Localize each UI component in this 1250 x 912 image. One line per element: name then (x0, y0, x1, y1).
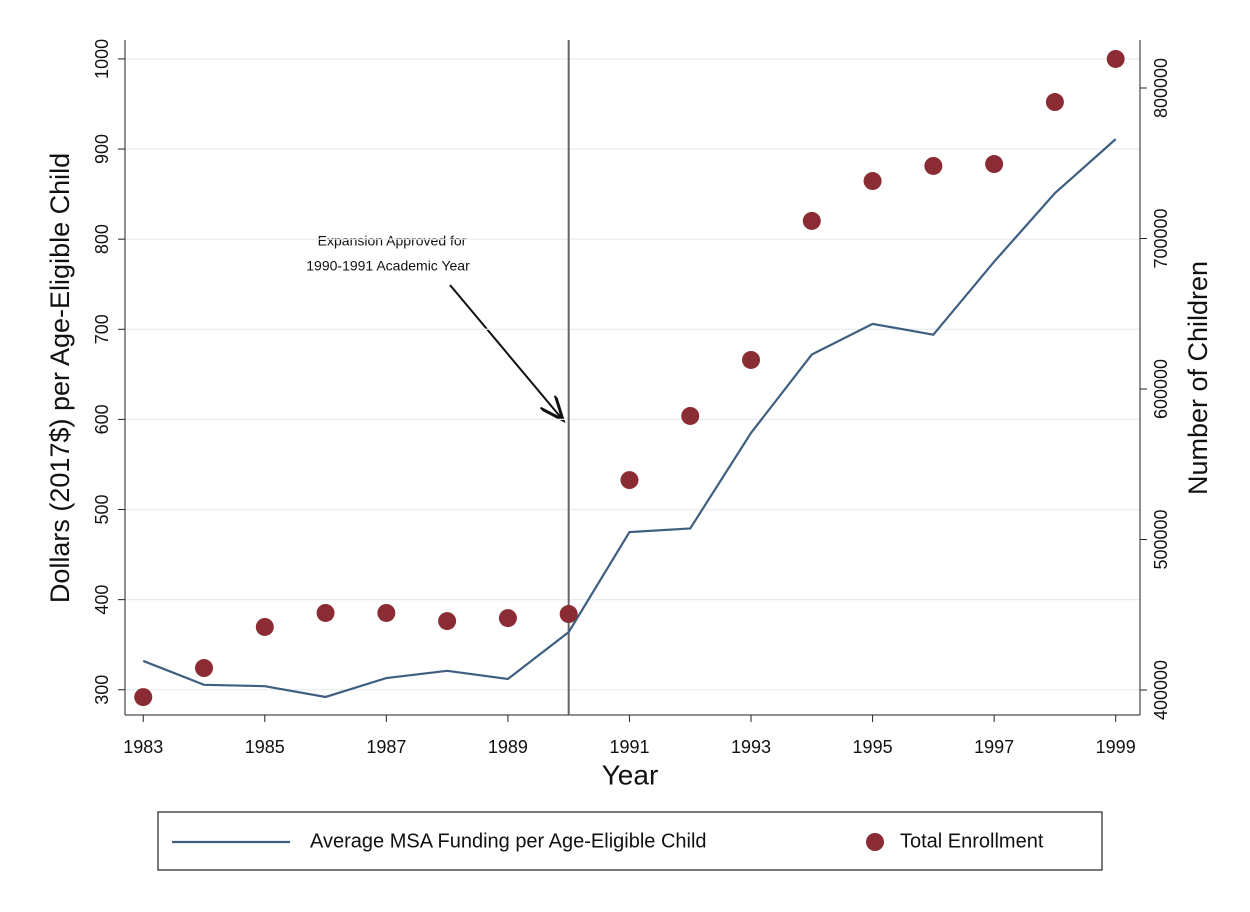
y2-axis-title: Number of Children (1183, 261, 1213, 495)
y-tick-label: 500 (92, 495, 112, 525)
dot (134, 688, 153, 707)
dot (863, 172, 882, 191)
y-tick-label: 300 (92, 675, 112, 705)
dot (1106, 49, 1125, 68)
y-axis-title: Dollars (2017$) per Age-Eligible Child (45, 153, 75, 603)
y-tick-label: 400 (92, 585, 112, 615)
annotation-arrow (449, 284, 563, 420)
y-tick-label: 800 (92, 224, 112, 254)
y2-tick-label: 600000 (1151, 359, 1171, 419)
dot (316, 603, 335, 622)
y-tick-label: 700 (92, 314, 112, 344)
x-tick-label: 1985 (245, 737, 285, 757)
dot (742, 350, 761, 369)
dot (620, 471, 639, 490)
dot (498, 609, 517, 628)
y2-tick-label: 500000 (1151, 509, 1171, 569)
legend-box (157, 811, 1103, 871)
annotation: Expansion Approved for (318, 233, 467, 249)
line (142, 138, 1117, 699)
dot (377, 603, 396, 622)
dot (681, 406, 700, 425)
x-tick-label: 1983 (123, 737, 163, 757)
dot (802, 211, 821, 230)
y-tick-label: 600 (92, 404, 112, 434)
dot (438, 612, 457, 631)
y2-tick-label: 700000 (1151, 208, 1171, 268)
x-tick-label: 1987 (366, 737, 406, 757)
dot (1045, 93, 1064, 112)
legend-label: Average MSA Funding per Age-Eligible Chi… (310, 830, 707, 852)
x-tick-label: 1997 (974, 737, 1014, 757)
x-axis-title: Year (602, 759, 659, 790)
dot (195, 659, 214, 678)
legend-label: Total Enrollment (900, 830, 1044, 852)
annotation: 1990-1991 Academic Year (306, 258, 470, 274)
x-tick-label: 1993 (731, 737, 771, 757)
x-tick-label: 1995 (853, 737, 893, 757)
dot (985, 155, 1004, 174)
x-tick-label: 1991 (609, 737, 649, 757)
y2-tick-label: 800000 (1151, 58, 1171, 118)
y-tick-label: 1000 (92, 39, 112, 79)
y-tick-label: 900 (92, 134, 112, 164)
x-tick-label: 1989 (488, 737, 528, 757)
dot (255, 617, 274, 636)
dot (924, 156, 943, 175)
y2-tick-label: 400000 (1151, 660, 1171, 720)
dot (559, 605, 578, 624)
x-tick-label: 1999 (1096, 737, 1136, 757)
legend-swatch (866, 833, 884, 851)
